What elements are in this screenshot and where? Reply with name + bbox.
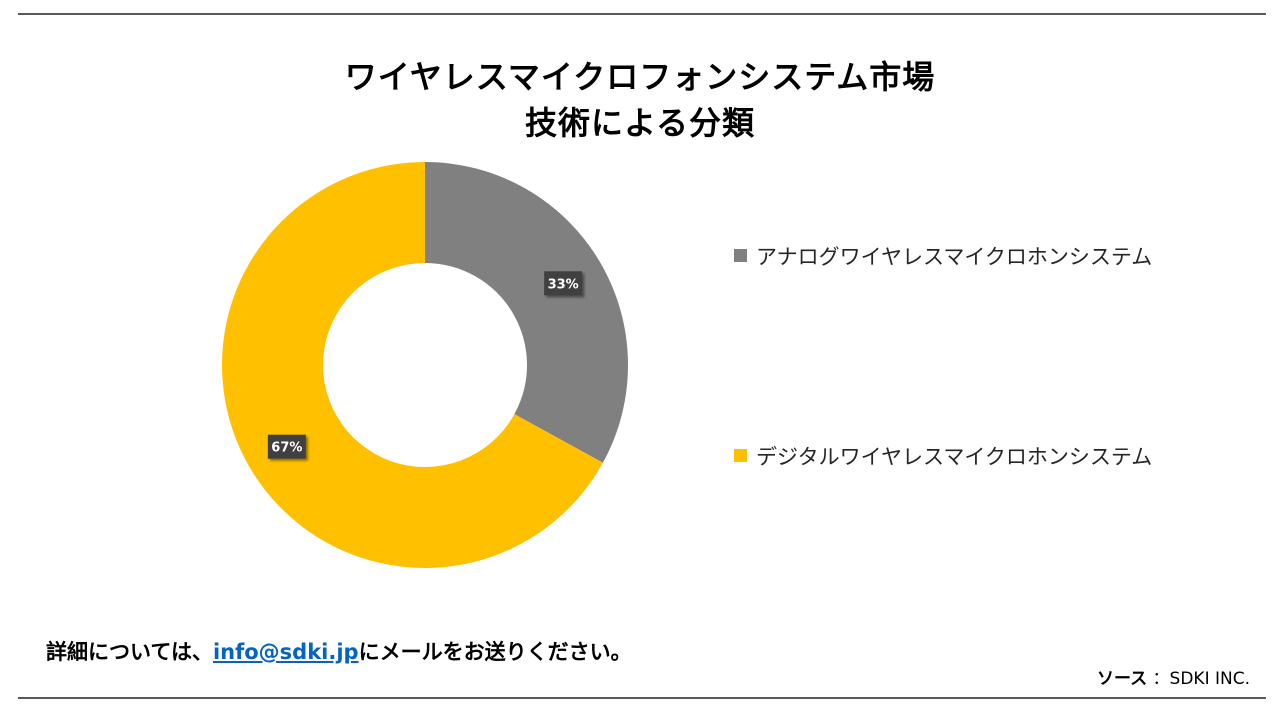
chart-title: ワイヤレスマイクロフォンシステム市場 技術による分類 <box>0 54 1280 146</box>
legend-swatch-analog <box>734 249 747 262</box>
data-label-box-1 <box>267 434 306 459</box>
source-value: ：SDKI INC. <box>1152 669 1250 689</box>
source-key: ソース <box>1096 669 1148 689</box>
legend-label-digital: デジタルワイヤレスマイクロホンシステム <box>756 445 1153 469</box>
data-label-text-0: 33% <box>548 277 579 292</box>
data-label-0: 33% <box>544 271 583 296</box>
data-label-box-0 <box>544 271 583 296</box>
top-rule <box>18 13 1266 15</box>
data-label-text-1: 67% <box>271 441 302 456</box>
data-label-1: 67% <box>267 434 306 459</box>
legend-swatch-digital <box>734 449 747 462</box>
bottom-rule <box>18 697 1266 699</box>
legend-label-analog: アナログワイヤレスマイクロホンシステム <box>756 245 1153 269</box>
source-credit: ソース ：SDKI INC. <box>1097 664 1250 689</box>
contact-note-prefix: 詳細については、 <box>46 640 213 664</box>
donut-slice-1 <box>222 161 603 568</box>
legend-item-digital: デジタルワイヤレスマイクロホンシステム <box>734 438 1166 477</box>
contact-email-link[interactable]: info@sdki.jp <box>212 640 359 664</box>
chart-title-line2: 技術による分類 <box>524 104 756 142</box>
contact-note-suffix: にメールをお送りください。 <box>358 640 632 664</box>
legend-item-analog: アナログワイヤレスマイクロホンシステム <box>734 238 1166 277</box>
chart-title-line1: ワイヤレスマイクロフォンシステム市場 <box>344 58 936 96</box>
donut-slice-0 <box>425 162 628 463</box>
contact-note: 詳細については、info@sdki.jpにメールをお送りください。 <box>46 636 632 666</box>
